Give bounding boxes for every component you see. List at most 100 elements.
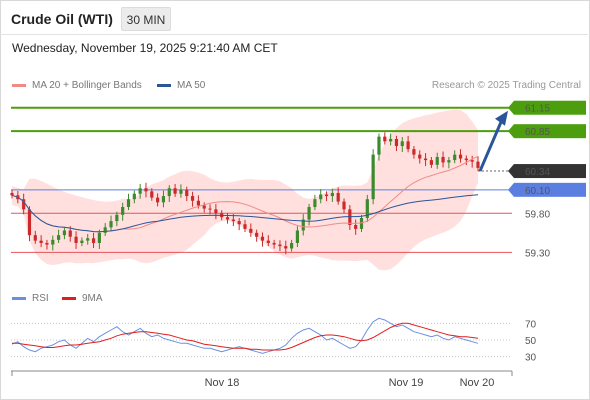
candle-body	[389, 139, 393, 142]
candle-body	[57, 235, 61, 240]
candle-body	[132, 193, 136, 200]
projection-arrow	[478, 119, 504, 172]
candle-body	[86, 238, 90, 241]
datetime-stamp: Wednesday, November 19, 2025 9:21:40 AM …	[12, 41, 278, 55]
candle-body	[80, 240, 84, 243]
timeframe-button[interactable]: 30 MIN	[121, 7, 171, 31]
projection-arrowhead	[495, 110, 508, 126]
legend-rsi: RSI	[12, 293, 49, 304]
candle-body	[313, 199, 317, 208]
x-axis-label: Nov 19	[389, 377, 424, 389]
rsi-ma-line	[12, 322, 479, 351]
level-label-60.85: 60.85	[525, 127, 550, 138]
level-pointer-60.10	[508, 182, 514, 197]
legend-ma20: MA 20 + Bollinger Bands	[12, 80, 142, 91]
candle-body	[365, 199, 369, 218]
candle-body	[39, 240, 43, 243]
candle-body	[476, 161, 480, 168]
candle-body	[190, 196, 195, 201]
candle-body	[266, 240, 270, 243]
candle-body	[208, 208, 212, 210]
candle-body	[429, 160, 433, 165]
candle-body	[377, 136, 381, 155]
candle-body	[290, 242, 294, 249]
level-box-61.15	[514, 100, 586, 115]
candle-body	[231, 219, 235, 222]
candle-body	[103, 227, 107, 233]
level-box-60.85	[514, 124, 586, 139]
candle-body	[260, 236, 265, 241]
candle-body	[51, 239, 55, 245]
candle-body	[225, 217, 230, 220]
candle-body	[406, 141, 410, 150]
candle-body	[348, 209, 352, 225]
candle-body	[272, 242, 276, 245]
candle-body	[447, 160, 451, 163]
level-box-60.34	[514, 164, 586, 179]
legend-9ma: 9MA	[62, 293, 103, 304]
instrument-title: Crude Oil (WTI)	[11, 11, 113, 27]
candle-body	[214, 209, 218, 214]
candle-body	[371, 154, 375, 200]
candle-body	[435, 156, 439, 165]
candle-body	[115, 214, 119, 222]
candle-body	[278, 244, 282, 247]
candle-body	[237, 221, 241, 225]
candle-body	[249, 228, 253, 233]
header-divider	[0, 34, 588, 35]
ma20-swatch	[12, 84, 26, 87]
candle-body	[27, 209, 32, 236]
ma9-label: 9MA	[82, 293, 103, 304]
level-pointer-61.15	[508, 100, 514, 115]
candle-body	[330, 192, 334, 197]
ma50-swatch	[157, 84, 171, 87]
level-pointer-60.34	[508, 164, 514, 179]
candle-body	[342, 201, 346, 210]
candle-body	[324, 194, 329, 197]
candle-body	[138, 188, 142, 194]
candle-body	[470, 160, 474, 162]
candle-body	[301, 219, 305, 231]
candle-body	[354, 225, 358, 229]
candle-body	[179, 189, 183, 194]
research-credit: Research © 2025 Trading Central	[431, 80, 581, 91]
candle-body	[295, 230, 300, 243]
rsi-tick-label: 70	[525, 319, 537, 330]
candle-body	[458, 154, 463, 159]
candle-body	[109, 221, 113, 228]
candle-body	[202, 205, 206, 209]
candle-body	[150, 191, 154, 198]
candle-body	[394, 139, 399, 147]
candle-body	[10, 192, 14, 196]
level-label-60.34: 60.34	[525, 167, 550, 178]
rsi-label: RSI	[32, 293, 49, 304]
candle-body	[126, 199, 131, 208]
candle-body	[121, 207, 125, 215]
candle-body	[383, 136, 387, 142]
candle-body	[359, 217, 364, 229]
candle-body	[243, 224, 247, 229]
candle-body	[418, 154, 422, 159]
candle-body	[336, 192, 340, 202]
ma50-line	[11, 194, 479, 233]
ma50-label: MA 50	[177, 80, 206, 91]
candle-body	[255, 232, 259, 237]
ma9-swatch	[62, 297, 76, 300]
candle-body	[167, 188, 171, 197]
candle-body	[144, 188, 148, 192]
candle-body	[196, 200, 200, 206]
candle-body	[400, 141, 404, 147]
candle-body	[319, 194, 323, 200]
candle-body	[464, 158, 468, 161]
candle-body	[97, 232, 101, 243]
level-label-59.30: 59.30	[525, 248, 550, 259]
candle-body	[307, 207, 311, 220]
candle-body	[22, 199, 26, 210]
level-pointer-60.85	[508, 124, 514, 139]
candle-body	[453, 154, 457, 161]
ma20-label: MA 20 + Bollinger Bands	[32, 80, 142, 91]
candle-body	[441, 156, 445, 163]
candle-body	[161, 196, 166, 203]
legend-ma50: MA 50	[157, 80, 205, 91]
